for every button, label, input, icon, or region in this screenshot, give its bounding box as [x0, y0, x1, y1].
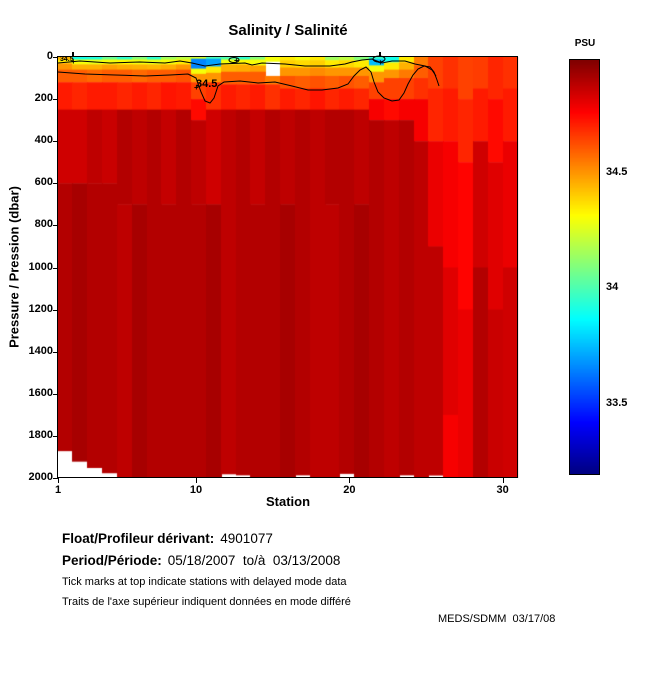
x-tick-label: 20	[343, 484, 356, 496]
y-tick-label: 600	[34, 176, 53, 189]
y-tick-mark	[53, 309, 58, 311]
y-tick-mark	[53, 183, 58, 185]
y-tick-label: 1600	[28, 386, 53, 399]
colorbar	[570, 60, 600, 475]
y-tick-mark	[53, 435, 58, 437]
y-tick-mark	[53, 393, 58, 395]
x-tick-mark	[349, 478, 351, 483]
x-tick-label: 10	[189, 484, 203, 496]
colorbar-tick-label: 34.5	[606, 165, 628, 178]
y-tick-label: 200	[34, 92, 53, 105]
float-id-line: Float/Profileur dérivant: 4901077	[62, 531, 273, 546]
y-tick-mark	[53, 141, 58, 143]
x-axis-label: Station	[265, 494, 311, 509]
colorbar-tick-label: 33.5	[606, 396, 628, 409]
y-tick-mark	[53, 57, 58, 58]
y-tick-mark	[53, 225, 58, 227]
y-tick-label: 1400	[28, 344, 53, 357]
page-title: Salinity / Salinité	[228, 22, 348, 39]
y-tick-mark	[53, 99, 58, 101]
period-label: Period/Période:	[62, 553, 162, 568]
y-tick-label: 1000	[28, 260, 53, 273]
x-tick-mark	[502, 478, 504, 483]
float-id-value: 4901077	[220, 531, 273, 546]
x-tick-label: 30	[496, 484, 509, 496]
x-tick-label: 1	[54, 484, 62, 496]
colorbar-units-label: PSU	[574, 38, 596, 49]
x-tick-mark	[196, 478, 197, 483]
y-tick-mark	[53, 351, 58, 353]
salinity-heatmap	[58, 57, 519, 478]
colorbar-tick-label: 34	[606, 281, 619, 294]
y-tick-mark	[53, 478, 58, 479]
y-tick-label: 0	[46, 50, 53, 62]
period-value: 05/18/2007 to/à 03/13/2008	[167, 553, 341, 568]
period-line: Period/Période: 05/18/2007 to/à 03/13/200…	[62, 553, 340, 568]
y-tick-label: 2000	[28, 471, 53, 483]
y-tick-label: 400	[34, 134, 53, 147]
y-tick-label: 800	[34, 218, 53, 231]
float-id-label: Float/Profileur dérivant:	[62, 531, 215, 546]
credit-stamp: MEDS/SDMM 03/17/08	[438, 613, 556, 625]
plot-frame	[57, 56, 518, 478]
y-tick-label: 1800	[28, 428, 53, 441]
y-tick-label: 1200	[28, 302, 53, 315]
note-english: Tick marks at top indicate stations with…	[62, 576, 347, 588]
y-tick-mark	[53, 267, 58, 269]
x-tick-mark	[58, 478, 59, 483]
note-french: Traits de l'axe supérieur indiquent donn…	[62, 596, 351, 608]
colorbar-frame	[569, 59, 600, 475]
